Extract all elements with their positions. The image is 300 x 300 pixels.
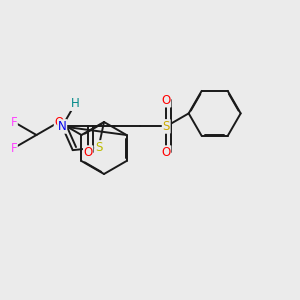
Text: O: O — [161, 94, 171, 107]
Text: N: N — [58, 120, 67, 133]
Text: S: S — [95, 141, 102, 154]
Text: S: S — [95, 141, 102, 154]
Text: N: N — [58, 120, 67, 133]
Text: F: F — [11, 116, 17, 128]
Text: S: S — [163, 120, 170, 133]
Text: H: H — [71, 98, 80, 110]
Text: S: S — [163, 120, 170, 133]
Text: F: F — [11, 142, 17, 154]
Text: H: H — [71, 98, 80, 110]
Text: O: O — [161, 146, 171, 159]
Text: O: O — [54, 116, 64, 128]
Text: O: O — [83, 146, 93, 159]
